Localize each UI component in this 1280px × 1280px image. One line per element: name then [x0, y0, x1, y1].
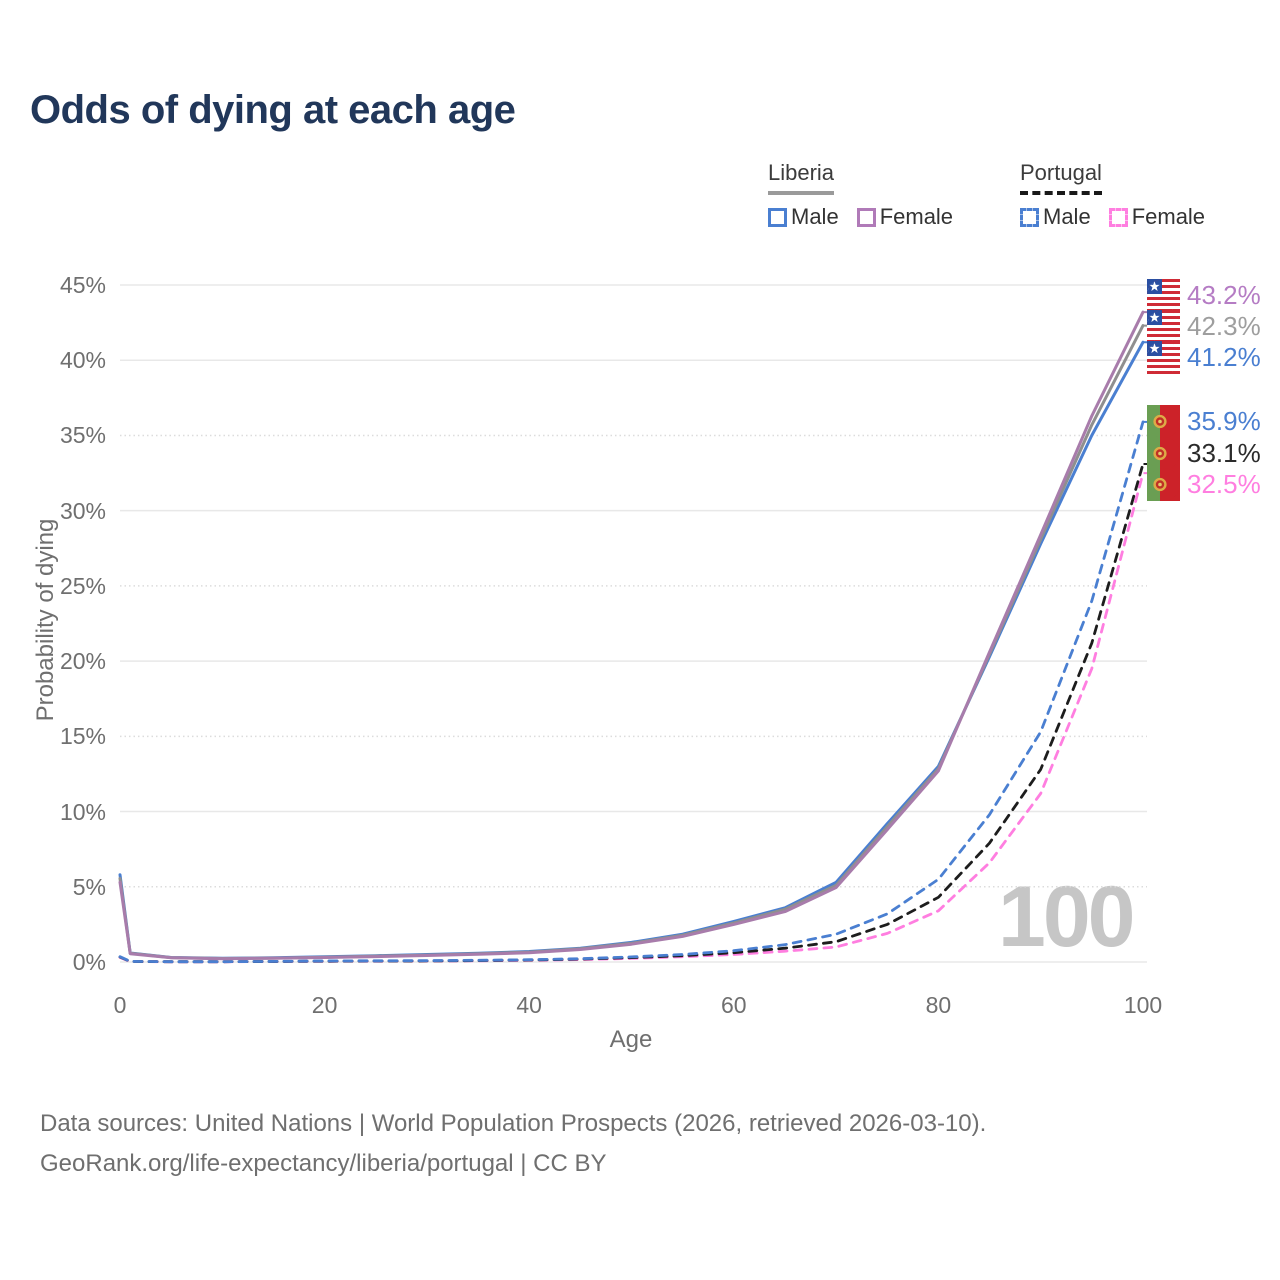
legend-item-liberia-female[interactable]: Female: [856, 204, 954, 230]
flag-portugal-icon: [1147, 405, 1180, 439]
x-tick-label: 60: [721, 992, 747, 1018]
end-label-liberia-female: 43.2%: [1147, 279, 1261, 313]
y-tick-label: 10%: [59, 798, 106, 825]
footer-attribution: GeoRank.org/life-expectancy/liberia/port…: [40, 1150, 607, 1177]
x-tick-label: 20: [311, 992, 338, 1018]
end-label-value: 42.3%: [1187, 311, 1261, 342]
legend-country-liberia[interactable]: Liberia: [768, 160, 835, 195]
x-tick-label: 0: [113, 992, 127, 1018]
series-line-portugal-female[interactable]: [118, 471, 1145, 964]
y-tick-label: 15%: [59, 723, 106, 750]
legend-row-portugal: Male Female: [1020, 204, 1205, 230]
end-label-liberia-both: 42.3%: [1147, 310, 1261, 344]
legend-item-label: Male: [1043, 204, 1091, 229]
y-tick-label: 35%: [59, 422, 106, 449]
y-tick-label: 5%: [72, 873, 106, 900]
legend-item-portugal-male[interactable]: Male: [1020, 204, 1091, 230]
legend-country-portugal[interactable]: Portugal: [1020, 160, 1102, 195]
end-label-portugal-both: 33.1%: [1147, 436, 1261, 470]
series-line-portugal-male[interactable]: [118, 420, 1145, 964]
end-label-value: 41.2%: [1187, 342, 1261, 373]
age-watermark: 100: [998, 869, 1135, 965]
legend-row-liberia: Male Female: [768, 204, 953, 230]
legend-item-label: Female: [1131, 204, 1206, 229]
end-label-portugal-female: 32.5%: [1147, 467, 1261, 501]
end-label-portugal-male: 35.9%: [1147, 405, 1261, 439]
chart-title: Odds of dying at each age: [30, 88, 516, 132]
flag-portugal-icon: [1147, 436, 1180, 470]
portugal-male-swatch-icon: [1020, 207, 1039, 227]
liberia-male-swatch-icon: [768, 207, 787, 227]
series-line-liberia-both[interactable]: [118, 324, 1145, 960]
legend-item-liberia-male[interactable]: Male: [768, 204, 839, 230]
footer-data-sources: Data sources: United Nations | World Pop…: [40, 1110, 987, 1137]
legend-group-portugal: Portugal Male Female: [1020, 160, 1205, 230]
legend-item-label: Male: [791, 204, 839, 229]
legend-item-portugal-female[interactable]: Female: [1108, 204, 1206, 230]
footer: Data sources: United Nations | World Pop…: [40, 1104, 986, 1184]
liberia-female-swatch-icon: [856, 207, 876, 227]
end-label-value: 35.9%: [1187, 406, 1261, 437]
legend-group-liberia: Liberia Male Female: [768, 160, 953, 230]
flag-liberia-icon: [1147, 279, 1180, 313]
flag-liberia-icon: [1147, 341, 1180, 375]
flag-portugal-icon: [1147, 467, 1180, 501]
y-tick-label: 40%: [59, 347, 106, 374]
end-label-value: 43.2%: [1187, 280, 1261, 311]
flag-liberia-icon: [1147, 310, 1180, 344]
series-line-liberia-female[interactable]: [118, 310, 1145, 961]
legend-item-label: Female: [879, 204, 954, 229]
y-tick-label: 20%: [59, 648, 106, 675]
y-tick-label: 0%: [72, 949, 106, 975]
x-tick-label: 80: [925, 992, 952, 1018]
end-label-liberia-male: 41.2%: [1147, 341, 1261, 375]
portugal-female-swatch-icon: [1108, 207, 1128, 227]
x-tick-label: 40: [516, 992, 542, 1018]
y-tick-label: 25%: [59, 572, 106, 599]
x-axis-title: Age: [609, 1026, 653, 1053]
y-tick-label: 45%: [59, 272, 106, 298]
end-label-value: 32.5%: [1187, 468, 1261, 499]
y-tick-label: 30%: [59, 497, 106, 524]
x-tick-label: 100: [1123, 992, 1163, 1018]
end-label-value: 33.1%: [1187, 437, 1261, 468]
